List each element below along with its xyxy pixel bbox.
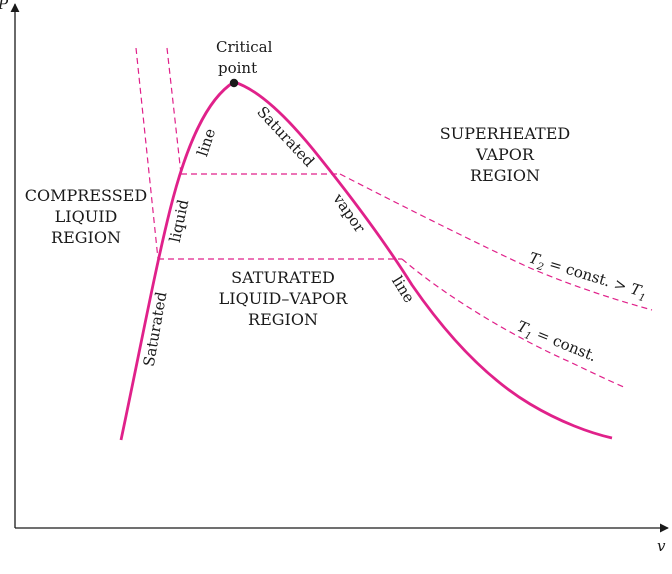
- isotherm-t2-label: T2 = const. > T1: [526, 249, 649, 305]
- compressed-line3: REGION: [51, 228, 121, 247]
- saturated-mixture-region-label: SATURATED LIQUID–VAPOR REGION: [219, 268, 349, 329]
- isotherm-t2-vapor-segment: [339, 173, 653, 311]
- saturated-liquid-line: [119, 80, 235, 441]
- compressed-liquid-region-label: COMPRESSED LIQUID REGION: [25, 186, 147, 247]
- isotherm-t1-label: T1 = const.: [513, 317, 599, 368]
- saturated-mix-line3: REGION: [248, 310, 318, 329]
- superheated-line2: VAPOR: [475, 145, 535, 164]
- critical-point-marker: [229, 78, 239, 88]
- saturated-vapor-line: [233, 80, 613, 440]
- sat-vapor-word-line: line: [388, 273, 418, 307]
- sat-liquid-word-liquid: liquid: [166, 198, 193, 244]
- critical-point-label-line1: Critical: [216, 38, 273, 56]
- v-axis-label: v: [657, 537, 666, 555]
- critical-point-label-line2: point: [218, 59, 257, 77]
- compressed-line2: LIQUID: [55, 207, 118, 226]
- superheated-vapor-region-label: SUPERHEATED VAPOR REGION: [440, 124, 570, 185]
- saturated-mix-line2: LIQUID–VAPOR: [219, 289, 349, 308]
- superheated-line3: REGION: [470, 166, 540, 185]
- p-axis-label: P: [0, 0, 9, 13]
- superheated-line1: SUPERHEATED: [440, 124, 570, 143]
- compressed-line1: COMPRESSED: [25, 186, 147, 205]
- isotherm-t1-liquid-segment: [135, 47, 159, 260]
- isotherm-t2-liquid-segment: [166, 47, 182, 175]
- saturated-mix-line1: SATURATED: [231, 268, 335, 287]
- sat-vapor-word-saturated: Saturated: [253, 103, 318, 171]
